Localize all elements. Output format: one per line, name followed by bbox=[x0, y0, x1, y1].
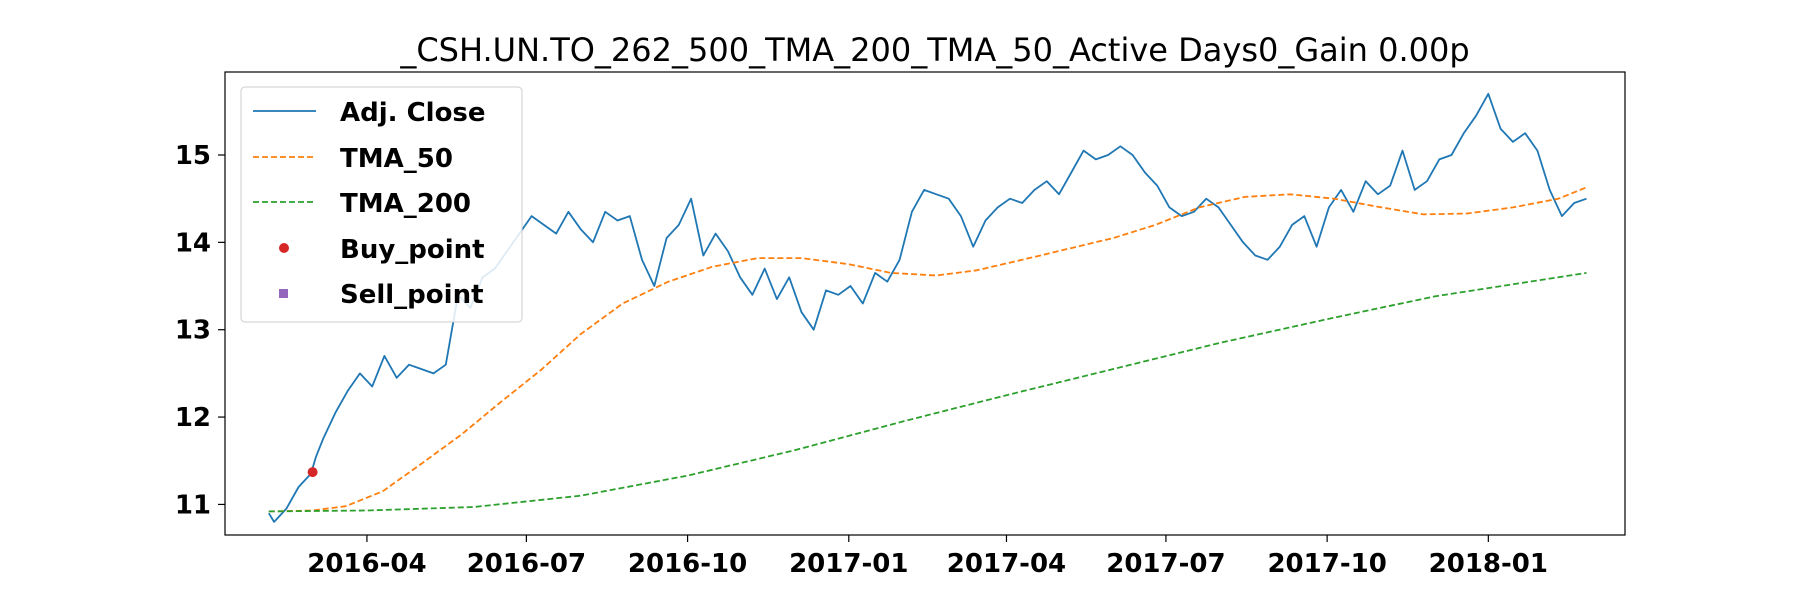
x-tick-label-3: 2017-01 bbox=[789, 549, 908, 579]
legend-marker-buy-point bbox=[279, 243, 289, 253]
legend-label-adj-close: Adj. Close bbox=[340, 98, 486, 128]
y-tick-label-4: 15 bbox=[175, 141, 211, 171]
x-tick-label-4: 2017-04 bbox=[947, 549, 1066, 579]
legend-label-tma-50: TMA_50 bbox=[340, 144, 453, 174]
x-tick-label-0: 2016-04 bbox=[307, 549, 426, 579]
chart-title: _CSH.UN.TO_262_500_TMA_200_TMA_50_Active… bbox=[399, 31, 1469, 69]
x-tick-label-2: 2016-10 bbox=[628, 549, 747, 579]
x-axis: 2016-04 2016-07 2016-10 2017-01 2017-04 2017-… bbox=[307, 535, 1548, 579]
points-layer bbox=[307, 467, 318, 478]
legend-label-sell-point: Sell_point bbox=[340, 280, 484, 310]
y-tick-label-3: 14 bbox=[175, 228, 211, 258]
legend-marker-sell-point bbox=[279, 289, 288, 298]
legend-box bbox=[240, 86, 523, 323]
legend-label-tma-200: TMA_200 bbox=[340, 189, 471, 219]
x-tick-label-7: 2018-01 bbox=[1429, 549, 1548, 579]
x-tick-label-5: 2017-07 bbox=[1106, 549, 1225, 579]
x-tick-label-1: 2016-07 bbox=[467, 549, 586, 579]
buy-point-0 bbox=[307, 467, 318, 478]
y-tick-label-2: 13 bbox=[175, 316, 211, 346]
series-line-tma-200 bbox=[268, 272, 1587, 513]
legend-label-buy-point: Buy_point bbox=[340, 235, 485, 265]
y-tick-label-0: 11 bbox=[175, 490, 211, 520]
x-tick-label-6: 2017-10 bbox=[1267, 549, 1386, 579]
y-axis: 11 12 13 14 15 bbox=[175, 141, 225, 520]
series-line-tma-50 bbox=[268, 186, 1587, 513]
y-tick-label-1: 12 bbox=[175, 403, 211, 433]
legend: Adj. Close TMA_50 TMA_200 Buy_point Sell… bbox=[240, 86, 523, 323]
